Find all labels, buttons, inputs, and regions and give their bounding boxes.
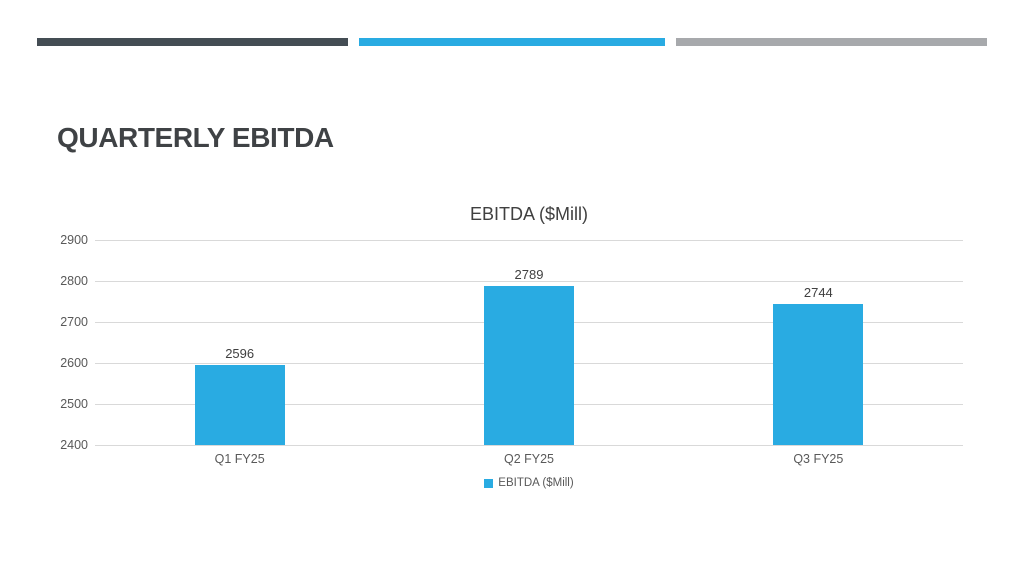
y-axis-tick-label: 2900 [60,233,88,247]
bar-value-label: 2744 [803,284,833,300]
x-axis-category-label: Q1 FY25 [214,452,265,466]
accent-blue-bar [359,38,665,46]
y-axis-tick-label: 2700 [60,315,88,329]
y-axis-tick-label: 2400 [60,438,88,452]
slide-title: QUARTERLY EBITDA [57,122,334,153]
bar-value-label: 2596 [225,345,255,361]
chart-legend: EBITDA ($Mill) [95,477,963,489]
y-axis-tick-label: 2600 [60,356,88,370]
x-axis-category-label: Q3 FY25 [793,452,844,466]
chart-title: EBITDA ($Mill) [469,204,588,224]
legend-label: EBITDA ($Mill) [498,477,574,489]
accent-dark-bar [37,38,348,46]
x-axis-category-label: Q2 FY25 [503,452,555,466]
legend-swatch-icon [484,478,494,488]
bar-value-label: 2789 [514,266,544,282]
top-accent-divider [37,38,987,46]
y-axis-tick-label: 2800 [60,274,88,288]
gridline [95,240,963,241]
bar-q2-fy25 [484,285,574,445]
gridline [95,445,963,446]
y-axis-tick-label: 2500 [60,397,88,411]
bar-q1-fy25 [194,364,285,445]
gridline [95,281,963,282]
bar-q3-fy25 [773,303,864,445]
accent-gray-bar [676,38,987,46]
